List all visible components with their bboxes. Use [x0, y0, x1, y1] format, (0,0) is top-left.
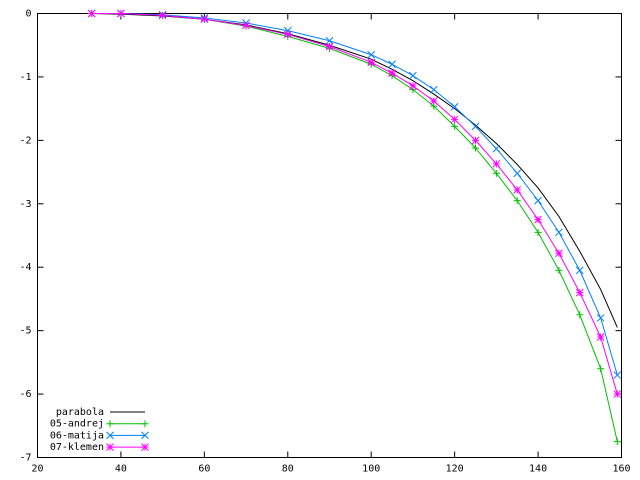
series-line [91, 13, 618, 376]
marker [409, 81, 417, 90]
marker [388, 60, 396, 69]
marker [576, 311, 584, 319]
marker [492, 169, 500, 177]
marker [242, 21, 250, 30]
marker [283, 26, 292, 35]
marker [87, 9, 96, 18]
marker [534, 228, 542, 236]
marker [388, 69, 396, 77]
legend-label: 06-matija [50, 430, 104, 441]
marker [472, 144, 479, 152]
x-tick-label: 100 [362, 464, 380, 475]
marker [325, 42, 334, 51]
marker [409, 71, 417, 80]
marker [596, 314, 605, 322]
y-tick-label: 0 [25, 9, 31, 20]
x-tick-label: 20 [31, 464, 43, 475]
marker [471, 136, 480, 145]
y-tick-label: -4 [19, 262, 31, 273]
marker [596, 333, 605, 341]
series-line [91, 13, 618, 328]
marker [513, 197, 521, 205]
x-tick-label: 120 [446, 464, 464, 475]
marker [534, 196, 542, 205]
marker [141, 431, 149, 440]
series-line [91, 13, 618, 395]
x-tick-label: 140 [529, 464, 547, 475]
plot-border [37, 13, 622, 458]
marker [613, 390, 622, 398]
marker [513, 169, 522, 178]
marker [555, 266, 563, 274]
y-tick-label: -1 [19, 72, 31, 83]
marker [141, 443, 149, 451]
marker [200, 15, 209, 24]
marker [575, 266, 584, 275]
y-tick-label: -3 [19, 199, 31, 210]
marker [613, 438, 621, 446]
marker [451, 122, 459, 130]
marker [597, 365, 605, 373]
marker [367, 50, 376, 59]
y-tick-label: -5 [19, 326, 31, 337]
marker [450, 102, 459, 111]
marker [492, 159, 501, 168]
marker [283, 30, 292, 39]
marker [117, 9, 125, 18]
marker [106, 443, 114, 451]
legend-label: 05-andrej [50, 419, 104, 430]
series-line [91, 13, 618, 442]
y-tick-label: -7 [19, 453, 31, 464]
marker [534, 215, 542, 224]
x-tick-label: 160 [612, 464, 630, 475]
marker [471, 122, 480, 131]
legend-label: 07-klemen [50, 442, 104, 453]
marker [513, 185, 522, 194]
marker [613, 371, 622, 379]
marker [141, 420, 149, 428]
marker [429, 85, 438, 94]
marker [450, 115, 459, 124]
marker [106, 431, 114, 440]
marker [555, 228, 563, 237]
marker [429, 97, 438, 105]
marker [575, 288, 584, 297]
y-tick-label: -6 [19, 389, 31, 400]
x-tick-label: 60 [198, 464, 210, 475]
marker [158, 11, 167, 20]
y-tick-label: -2 [19, 135, 31, 146]
x-tick-label: 40 [115, 464, 127, 475]
marker [555, 249, 563, 258]
marker [492, 144, 501, 153]
x-tick-label: 80 [282, 464, 294, 475]
marker [106, 420, 114, 428]
legend-label: parabola [56, 407, 104, 418]
marker [325, 36, 334, 45]
marker [367, 58, 376, 67]
